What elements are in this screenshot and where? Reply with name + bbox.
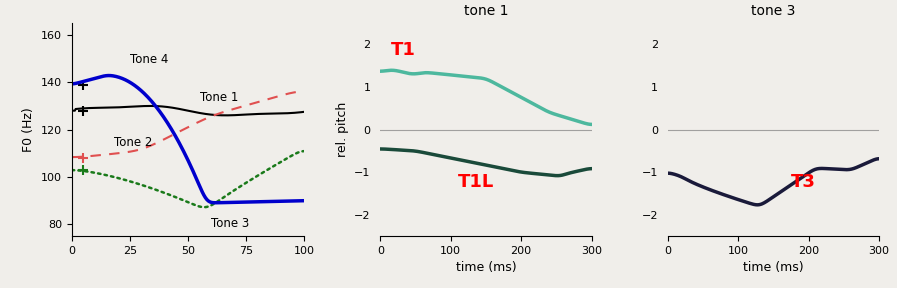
Text: Tone 3: Tone 3 [211, 217, 249, 230]
Title: tone 3: tone 3 [752, 4, 796, 18]
Text: T1L: T1L [457, 173, 494, 191]
X-axis label: time (ms): time (ms) [456, 262, 517, 274]
Text: Tone 1: Tone 1 [199, 91, 238, 104]
Y-axis label: rel. pitch: rel. pitch [335, 102, 349, 157]
Title: tone 1: tone 1 [464, 4, 509, 18]
Text: T3: T3 [791, 173, 816, 191]
Text: Tone 4: Tone 4 [130, 53, 169, 66]
Y-axis label: F0 (Hz): F0 (Hz) [22, 107, 35, 152]
Text: T1: T1 [391, 41, 416, 59]
X-axis label: time (ms): time (ms) [744, 262, 804, 274]
Text: Tone 2: Tone 2 [114, 136, 152, 149]
